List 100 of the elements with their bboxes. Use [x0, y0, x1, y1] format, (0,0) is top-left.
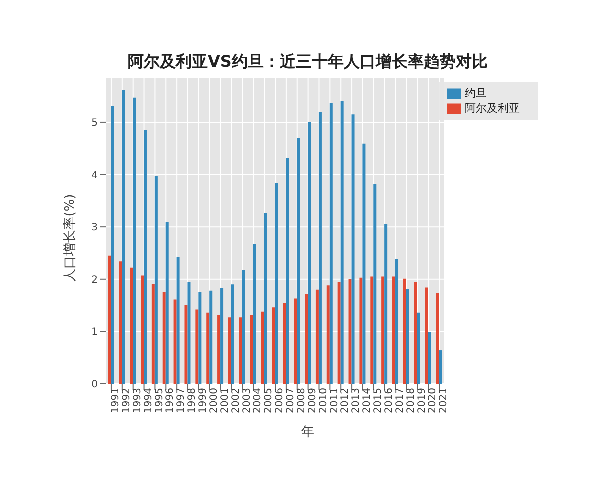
bar — [152, 284, 155, 384]
bar — [250, 315, 254, 384]
x-tick-label: 2016 — [384, 388, 395, 414]
bar — [174, 300, 177, 384]
bar — [384, 224, 388, 384]
bar — [374, 184, 377, 384]
bar — [348, 279, 352, 384]
x-tick-label: 2021 — [438, 388, 450, 414]
legend-label: 约旦 — [465, 87, 487, 100]
bar — [162, 292, 166, 384]
legend-label: 阿尔及利亚 — [465, 102, 520, 115]
x-tick-label: 2015 — [373, 388, 384, 414]
bar — [253, 244, 256, 384]
bar — [272, 308, 276, 384]
bar — [436, 294, 440, 384]
x-tick-label: 1994 — [143, 388, 154, 414]
x-tick-label: 1999 — [198, 388, 210, 414]
x-tick-label: 2020 — [428, 388, 439, 414]
chart-title: 阿尔及利亚VS约旦：近三十年人口增长率趋势对比 — [127, 52, 489, 73]
x-tick-label: 2009 — [307, 388, 318, 414]
bar — [264, 212, 268, 384]
bar — [297, 138, 300, 384]
x-tick-label: 2006 — [274, 388, 286, 414]
bar — [318, 112, 322, 384]
bar — [414, 282, 418, 384]
bar — [122, 90, 126, 384]
bar — [305, 294, 308, 384]
y-tick-label: 1 — [92, 327, 98, 338]
x-tick-label: 1991 — [110, 388, 122, 414]
x-tick-label: 2013 — [351, 388, 362, 414]
bar — [184, 306, 188, 384]
x-tick-label: 1992 — [122, 388, 133, 414]
bar — [119, 262, 122, 384]
bar — [275, 183, 278, 384]
bar — [154, 176, 158, 384]
x-tick-label: 2011 — [329, 388, 340, 414]
x-tick-label: 2019 — [416, 388, 428, 414]
bar — [417, 312, 420, 384]
bar — [360, 278, 363, 384]
bar — [428, 332, 432, 384]
x-tick-label: 2007 — [286, 388, 297, 414]
bar — [206, 312, 210, 384]
x-tick-label: 2003 — [242, 388, 253, 414]
bar — [340, 101, 344, 384]
bar — [352, 114, 355, 384]
bar — [382, 276, 385, 384]
bar — [362, 144, 366, 384]
bar — [308, 122, 312, 384]
bar — [210, 290, 213, 384]
bar — [144, 130, 147, 384]
bar — [130, 268, 134, 384]
x-tick-label: 2018 — [406, 388, 417, 414]
x-tick-label: 2000 — [208, 388, 220, 414]
x-tick-label: 2014 — [362, 388, 374, 414]
bar — [176, 257, 180, 384]
x-axis-title: 年 — [300, 424, 316, 441]
x-tick-label: 1996 — [165, 388, 176, 414]
x-tick-label: 1998 — [187, 388, 198, 414]
bar — [111, 106, 114, 384]
bar — [220, 288, 224, 384]
bar — [198, 292, 202, 384]
x-tick-label: 1993 — [132, 388, 144, 414]
bar — [133, 98, 136, 384]
bar — [326, 286, 330, 384]
x-tick-label: 2005 — [264, 388, 275, 414]
bar — [406, 289, 410, 384]
bar — [140, 276, 144, 384]
x-tick-label: 2010 — [318, 388, 330, 414]
bar — [294, 298, 298, 384]
bar — [231, 284, 234, 384]
bar — [403, 278, 406, 384]
y-tick-label: 2 — [92, 274, 98, 286]
bar — [242, 270, 246, 384]
bar — [392, 276, 396, 384]
bar — [338, 282, 341, 384]
bar — [396, 258, 399, 384]
y-axis-title: 人口增长率(%) — [62, 194, 79, 282]
x-tick-label: 2001 — [220, 388, 231, 414]
bar — [316, 290, 319, 384]
y-tick-label: 0 — [92, 380, 98, 391]
bar — [228, 318, 232, 384]
bar — [370, 276, 374, 384]
x-tick-label: 2004 — [252, 388, 264, 414]
y-tick-label: 5 — [92, 118, 98, 130]
x-tick-label: 1997 — [176, 388, 188, 414]
x-tick-label: 2002 — [230, 388, 242, 414]
bar — [188, 282, 191, 384]
x-tick-label: 1995 — [154, 388, 166, 414]
bar — [286, 158, 290, 384]
y-tick-label: 4 — [92, 170, 98, 182]
x-tick-label: 2012 — [340, 388, 352, 414]
bar — [283, 303, 286, 384]
bar — [239, 318, 242, 384]
y-tick-label: 3 — [92, 222, 98, 234]
x-tick-label: 2008 — [296, 388, 308, 414]
x-tick-label: 2017 — [394, 388, 406, 414]
bar — [218, 315, 221, 384]
bar — [108, 256, 112, 384]
bar — [425, 288, 428, 384]
bar — [261, 312, 264, 384]
